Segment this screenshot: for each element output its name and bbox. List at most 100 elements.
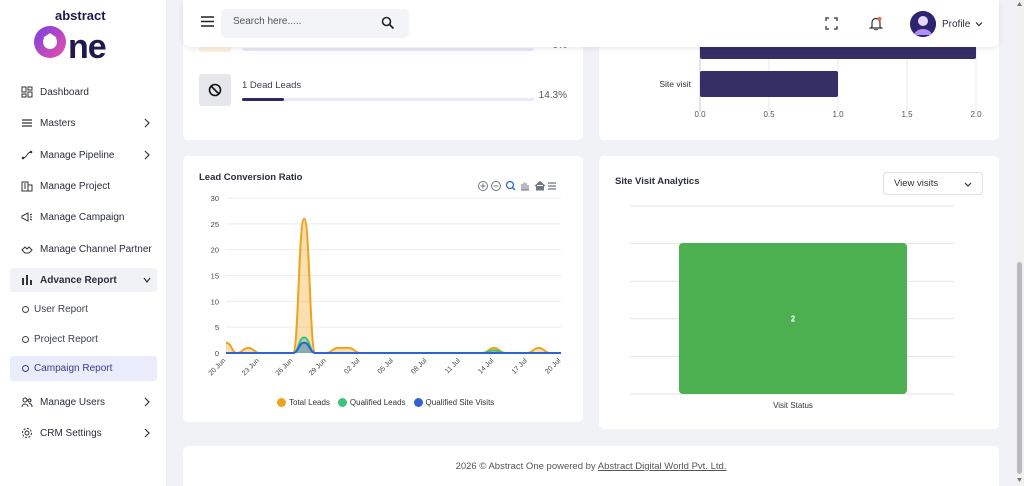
- sidebar-subitem-campaign-report[interactable]: Campaign Report: [10, 356, 157, 381]
- pan-hand-icon[interactable]: [521, 182, 529, 191]
- gear-icon: [20, 426, 34, 440]
- chevron-down-icon: [143, 277, 151, 283]
- select-value: View visits: [894, 178, 939, 189]
- legend-item-qualified-site-visits[interactable]: Qualified Site Visits: [413, 398, 494, 407]
- chevron-right-icon: [144, 397, 150, 407]
- circle-icon: [22, 336, 29, 343]
- footer: 2026 © Abstract One powered by Abstract …: [183, 446, 999, 486]
- users-icon: [20, 395, 34, 409]
- sidebar-item-manage-campaign[interactable]: Manage Campaign: [10, 205, 157, 229]
- sidebar-subitem-project-report[interactable]: Project Report: [10, 327, 157, 352]
- search-icon[interactable]: [381, 16, 395, 30]
- series-area: [226, 337, 561, 353]
- lead-progress-track: [242, 48, 534, 51]
- zoom-out-icon[interactable]: [491, 181, 501, 191]
- lead-conversion-title: Lead Conversion Ratio: [199, 172, 303, 183]
- zoom-in-icon[interactable]: [478, 181, 488, 191]
- sidebar-subitem-label: User Report: [34, 304, 88, 315]
- chevron-right-icon: [144, 118, 150, 128]
- svg-text:abstract: abstract: [55, 8, 106, 23]
- x-tick-label: 08 Jul: [410, 357, 428, 375]
- pipeline-icon: [20, 148, 34, 162]
- chevron-down-icon[interactable]: [975, 20, 983, 28]
- sidebar: abstract ne Dashboard Masters Manage Pip…: [0, 0, 167, 486]
- fullscreen-icon[interactable]: [825, 17, 838, 30]
- x-tick-label: 20 Jul: [544, 357, 562, 375]
- scroll-down-arrow-icon[interactable]: [1017, 478, 1022, 482]
- sidebar-subitem-label: Project Report: [34, 334, 98, 345]
- x-tick-label: 02 Jul: [343, 357, 361, 375]
- notification-bell-icon[interactable]: [869, 16, 883, 31]
- sidebar-item-manage-pipeline[interactable]: Manage Pipeline: [10, 143, 157, 167]
- series-line: [226, 336, 561, 354]
- home-reset-icon[interactable]: [534, 180, 546, 191]
- y-tick-label: 30: [211, 194, 219, 203]
- dead-leads-label: 1 Dead Leads: [242, 80, 302, 91]
- megaphone-icon: [20, 210, 34, 224]
- legend-swatch: [337, 398, 347, 407]
- x-tick-label: 23 Jun: [241, 357, 261, 377]
- sidebar-subitem-user-report[interactable]: User Report: [10, 297, 157, 322]
- sidebar-item-advance-report[interactable]: Advance Report: [10, 268, 157, 292]
- ban-icon: [199, 74, 231, 106]
- sidebar-item-label: Dashboard: [40, 86, 89, 98]
- legend-item-total-leads[interactable]: Total Leads: [277, 398, 330, 407]
- y-tick-label: 0: [215, 349, 219, 358]
- avatar[interactable]: [910, 11, 936, 37]
- bar: [700, 71, 838, 97]
- legend-item-qualified-leads[interactable]: Qualified Leads: [337, 398, 406, 407]
- svg-text:ne: ne: [68, 28, 106, 62]
- chevron-down-icon: [964, 182, 972, 187]
- sidebar-item-manage-project[interactable]: Manage Project: [10, 174, 157, 198]
- sidebar-item-manage-users[interactable]: Manage Users: [10, 390, 157, 414]
- abstract-one-logo[interactable]: abstract ne: [30, 6, 140, 66]
- sidebar-item-label: Manage Channel Partner: [40, 243, 152, 255]
- y-tick-label: 15: [211, 272, 219, 281]
- y-tick-label: 20: [211, 246, 219, 255]
- footer-text: 2026 © Abstract One powered by Abstract …: [183, 461, 999, 472]
- sidebar-item-label: Advance Report: [40, 274, 117, 286]
- dead-leads-progress-fill: [242, 98, 284, 101]
- series-area: [226, 218, 561, 353]
- series-line: [225, 217, 561, 355]
- y-tick-label: 5: [215, 323, 219, 332]
- search-box: [221, 9, 409, 38]
- sidebar-item-crm-settings[interactable]: CRM Settings: [10, 421, 157, 445]
- x-tick-label: 1.5: [901, 110, 913, 119]
- scrollbar-thumb[interactable]: [1017, 262, 1022, 474]
- site-visit-analytics-title: Site Visit Analytics: [615, 176, 700, 187]
- bar: [679, 243, 907, 394]
- sidebar-item-dashboard[interactable]: Dashboard: [10, 80, 157, 104]
- hamburger-menu-icon[interactable]: [201, 16, 214, 27]
- partner-icon: [20, 242, 34, 256]
- x-tick-label: 0.5: [763, 110, 775, 119]
- chevron-right-icon: [144, 428, 150, 438]
- sidebar-item-label: Manage Pipeline: [40, 149, 115, 161]
- scroll-up-arrow-icon[interactable]: [1017, 2, 1022, 6]
- page-scrollbar[interactable]: [1015, 0, 1024, 486]
- sidebar-item-label: Masters: [40, 117, 76, 129]
- profile-label[interactable]: Profile: [942, 19, 971, 30]
- search-input[interactable]: [233, 16, 373, 27]
- sidebar-item-masters[interactable]: Masters: [10, 111, 157, 135]
- legend-swatch: [277, 398, 286, 407]
- menu-icon[interactable]: [548, 182, 556, 190]
- footer-prefix: 2026 © Abstract One powered by: [455, 461, 596, 472]
- sidebar-item-manage-channel-partner[interactable]: Manage Channel Partner: [10, 237, 157, 261]
- view-visits-select[interactable]: View visits: [883, 172, 983, 195]
- x-tick-label: 11 Jul: [444, 357, 462, 375]
- lead-conversion-chart: 0 5 10 15 20 25 30 20 Jun 23 Jun 26 Jun 29 Jun 02 J…: [208, 194, 563, 377]
- circle-icon: [22, 365, 29, 372]
- series-area: [226, 342, 561, 353]
- category-label: Site visit: [659, 79, 691, 89]
- dead-leads-progress-track: [242, 98, 534, 101]
- y-tick-label: 10: [211, 297, 219, 306]
- footer-company-link[interactable]: Abstract Digital World Pvt. Ltd.: [597, 461, 727, 472]
- x-tick-label: 14 Jul: [477, 357, 495, 375]
- selection-zoom-icon[interactable]: [505, 180, 516, 191]
- x-tick-label: 0.0: [694, 110, 706, 119]
- dashboard-icon: [20, 85, 34, 99]
- chart-legend: Total Leads Qualified Leads Qualified Si…: [277, 398, 502, 407]
- y-tick-label: 25: [211, 220, 219, 229]
- bar-chart-icon: [20, 273, 34, 287]
